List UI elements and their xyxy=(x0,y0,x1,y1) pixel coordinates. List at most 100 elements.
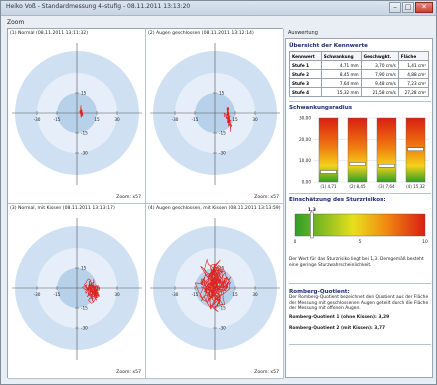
zoom-group-label: Zoom xyxy=(7,19,25,26)
y-tick-label: 0,00 xyxy=(302,180,312,185)
plot-eyes-closed[interactable]: (2) Augen geschlossen (08.11.2011 13:12:… xyxy=(146,29,284,204)
plot-eyes-closed-cushion[interactable]: (4) Augen geschlossen, mit Kissen (08.11… xyxy=(146,204,284,379)
table-cell: 4,88 cm² xyxy=(397,69,430,79)
x-tick-label: -30 xyxy=(34,117,41,122)
x-tick-label: -15 xyxy=(54,292,61,297)
window-title: Heiko Voß - Standardmessung 4-stufig - 0… xyxy=(6,3,191,10)
x-tick-label: 15 xyxy=(232,292,238,297)
risk-scale-label: 5 xyxy=(359,239,362,245)
risk-marker xyxy=(310,211,314,239)
close-button[interactable]: ✕ xyxy=(415,2,433,13)
y-tick-label: -30 xyxy=(81,326,88,331)
y-tick-label: -15 xyxy=(81,306,88,311)
risk-scale-label: 10 xyxy=(422,239,428,245)
divider xyxy=(289,283,431,284)
table-cell: Stufe 2 xyxy=(289,69,322,79)
romberg-quotient-1: Romberg-Quotient 1 (ohne Kissen): 3,29 xyxy=(289,314,390,320)
divider xyxy=(289,193,431,194)
y-tick-label: 15 xyxy=(81,91,87,96)
sway-trace xyxy=(79,105,84,118)
plot-title: (4) Augen geschlossen, mit Kissen (08.11… xyxy=(148,206,281,211)
bar-marker xyxy=(407,147,424,152)
maximize-button[interactable]: □ xyxy=(402,2,414,13)
bar-label: (4) 15,32 xyxy=(406,184,425,189)
x-tick-label: -15 xyxy=(54,117,61,122)
table-cell: Stufe 3 xyxy=(289,78,322,88)
overview-section: Übersicht der Kennwerte Kennwert Schwank… xyxy=(289,43,431,97)
table-cell: 27,28 cm² xyxy=(397,87,430,97)
y-tick-label: -15 xyxy=(219,306,226,311)
x-tick-label: 15 xyxy=(232,117,238,122)
romberg-text: Der Romberg-Quotient bezeichnet den Quot… xyxy=(289,295,429,312)
radius-title: Schwankungsradius xyxy=(289,105,353,111)
table-cell: 7,64 mm xyxy=(320,78,362,88)
minimize-button[interactable]: – xyxy=(389,2,401,13)
plot-title: (3) Normal, mit Kissen (08.11.2011 13:13… xyxy=(10,206,115,211)
risk-scale xyxy=(294,213,426,237)
plot-normal-cushion[interactable]: (3) Normal, mit Kissen (08.11.2011 13:13… xyxy=(8,204,146,379)
romberg-title: Romberg-Quotient: xyxy=(289,289,350,295)
sturz-title: Einschätzung des Sturzrisikos: xyxy=(289,197,386,203)
divider xyxy=(289,101,431,102)
bar xyxy=(347,117,368,183)
romberg-quotient-2: Romberg-Quotient 2 (mit Kissen): 3,77 xyxy=(289,326,386,332)
y-tick-label: -30 xyxy=(219,326,226,331)
risk-scale-label: 0 xyxy=(294,239,297,245)
table-cell: 4,71 mm xyxy=(320,60,362,70)
table-header-row: Kennwert Schwankung Geschwgkt. Fläche xyxy=(289,51,430,61)
title-bar[interactable]: Heiko Voß - Standardmessung 4-stufig - 0… xyxy=(1,1,436,16)
y-tick-label: 15 xyxy=(81,266,87,271)
sway-trace xyxy=(223,107,233,132)
y-tick-label: -30 xyxy=(219,151,226,156)
radius-section: Schwankungsradius 30,00 20,00 10,00 0,00 (1)… xyxy=(289,105,431,192)
column-header: Schwankung xyxy=(320,51,362,61)
x-tick-label: 30 xyxy=(114,117,120,122)
y-tick-label: -15 xyxy=(81,131,88,136)
table-cell: Stufe 1 xyxy=(289,60,322,70)
overview-table: Kennwert Schwankung Geschwgkt. Fläche St… xyxy=(289,51,430,97)
stabilogram-1: -30 -15 15 30 15 -15 -30 xyxy=(12,43,142,185)
bar-marker xyxy=(378,164,395,168)
x-tick-label: -30 xyxy=(172,117,179,122)
plot-zoom: Zoom: x57 xyxy=(254,195,279,200)
y-tick-label: 10,00 xyxy=(299,158,311,163)
y-tick-label: -15 xyxy=(219,131,226,136)
bar-label: (3) 7,64 xyxy=(378,184,395,189)
x-tick-label: -15 xyxy=(192,292,199,297)
romberg-section: Romberg-Quotient: Der Romberg-Quotient b… xyxy=(289,289,431,332)
bar-label: (2) 8,45 xyxy=(349,184,366,189)
table-cell: 7,90 cm/s xyxy=(360,69,399,79)
x-tick-label: -30 xyxy=(34,292,41,297)
x-tick-label: -15 xyxy=(192,117,199,122)
zoom-plots-panel: (1) Normal (08.11.2011 13:11:32) -30 -15 1… xyxy=(7,28,284,379)
y-tick-label: -30 xyxy=(81,151,88,156)
divider xyxy=(289,344,431,345)
plot-zoom: Zoom: x57 xyxy=(254,370,279,375)
x-tick-label: 15 xyxy=(94,117,100,122)
table-row: Stufe 1 4,71 mm 3,70 cm/s 1,41 cm² xyxy=(289,60,430,70)
table-cell: 7,23 cm² xyxy=(397,78,430,88)
sturz-section: Einschätzung des Sturzrisikos: 1,3 0 5 10 D… xyxy=(289,197,431,268)
plot-normal[interactable]: (1) Normal (08.11.2011 13:11:32) -30 -15 1… xyxy=(8,29,146,204)
plot-title: (2) Augen geschlossen (08.11.2011 13:12:… xyxy=(148,31,254,36)
table-cell: Stufe 4 xyxy=(289,87,322,97)
auswertung-label: Auswertung xyxy=(288,30,318,36)
column-header: Kennwert xyxy=(289,51,322,61)
plot-zoom: Zoom: x57 xyxy=(116,370,141,375)
x-tick-label: 30 xyxy=(252,117,258,122)
y-tick-label: 15 xyxy=(219,91,225,96)
stabilogram-2: -30 -15 15 30 15 -15 -30 xyxy=(150,43,280,185)
bar xyxy=(376,117,397,183)
table-cell: 1,41 cm² xyxy=(397,60,430,70)
overview-title: Übersicht der Kennwerte xyxy=(289,43,368,49)
sway-trace xyxy=(194,258,232,312)
risk-gauge: 1,3 0 5 10 xyxy=(294,207,428,245)
table-cell: 21,58 cm/s xyxy=(360,87,399,97)
bar xyxy=(318,117,339,183)
y-tick-label: 20,00 xyxy=(299,137,311,142)
sway-trace xyxy=(82,278,101,304)
bar-label: (1) 4,71 xyxy=(320,184,337,189)
